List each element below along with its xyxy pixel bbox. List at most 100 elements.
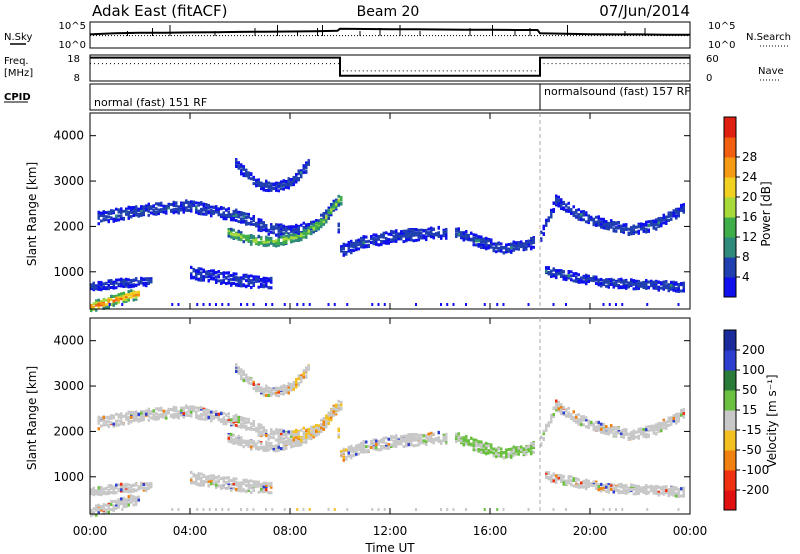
heatmap-cell xyxy=(92,491,95,495)
heatmap-cell xyxy=(275,187,278,191)
heatmap-cell xyxy=(485,446,488,450)
heatmap-cell xyxy=(270,276,273,280)
heatmap-cell xyxy=(252,237,255,241)
heatmap-cell xyxy=(115,218,118,222)
heatmap-cell xyxy=(102,303,105,307)
heatmap-cell xyxy=(277,182,280,186)
heatmap-cell xyxy=(110,286,113,289)
heatmap-cell xyxy=(585,220,588,224)
heatmap-cell xyxy=(235,218,238,222)
heatmap-cell xyxy=(295,231,298,235)
heatmap-cell xyxy=(608,303,611,306)
heatmap-cell xyxy=(427,439,430,443)
heatmap-cell xyxy=(270,236,273,240)
heatmap-cell xyxy=(562,274,565,278)
heatmap-cell xyxy=(645,220,648,224)
heatmap-cell xyxy=(282,429,285,433)
y-tick-label: 1000 xyxy=(53,265,84,279)
heatmap-cell xyxy=(127,503,130,507)
heatmap-cell xyxy=(177,205,180,209)
heatmap-cell xyxy=(130,207,133,211)
heatmap-cell xyxy=(247,283,250,287)
heatmap-cell xyxy=(585,281,588,285)
heatmap-cell xyxy=(650,279,653,283)
heatmap-cell xyxy=(410,434,413,438)
heatmap-cell xyxy=(620,432,623,436)
heatmap-cell xyxy=(297,431,300,435)
heatmap-cell xyxy=(330,411,333,415)
heatmap-cell xyxy=(562,411,565,415)
heatmap-cell xyxy=(442,435,445,439)
heatmap-cell xyxy=(130,485,133,489)
heatmap-cell xyxy=(302,437,305,440)
cpid-label: CPID xyxy=(4,92,31,103)
heatmap-cell xyxy=(615,303,617,306)
heatmap-cell xyxy=(572,211,575,215)
heatmap-cell xyxy=(437,225,440,229)
heatmap-cell xyxy=(102,511,105,515)
heatmap-cell xyxy=(105,215,108,219)
heatmap-cell xyxy=(445,440,448,444)
heatmap-cell xyxy=(95,508,98,512)
heatmap-cell xyxy=(630,278,633,282)
heatmap-cell xyxy=(257,388,260,392)
heatmap-cell xyxy=(235,477,238,481)
heatmap-cell xyxy=(575,275,578,279)
heatmap-cell xyxy=(422,234,425,238)
heatmap-cell xyxy=(187,201,190,205)
heatmap-cell xyxy=(307,367,310,371)
heatmap-cell xyxy=(292,183,295,187)
heatmap-cell xyxy=(105,218,108,222)
heatmap-cell xyxy=(557,269,560,273)
heatmap-cell xyxy=(117,293,120,297)
heatmap-cell xyxy=(585,275,588,279)
heatmap-cell xyxy=(165,410,168,414)
heatmap-cell xyxy=(127,282,130,286)
heatmap-cell xyxy=(197,272,200,276)
heatmap-cell xyxy=(292,228,295,232)
heatmap-cell xyxy=(342,253,345,257)
heatmap-cell xyxy=(262,243,265,247)
heatmap-cell xyxy=(355,444,358,448)
heatmap-cell xyxy=(250,382,253,386)
heatmap-cell xyxy=(377,448,380,452)
heatmap-cell xyxy=(287,382,290,386)
heatmap-cell xyxy=(230,283,233,287)
heatmap-cell xyxy=(265,445,268,449)
heatmap-cell xyxy=(657,221,660,225)
heatmap-cell xyxy=(370,442,373,446)
heatmap-cell xyxy=(282,228,285,232)
heatmap-cell xyxy=(415,231,418,235)
heatmap-cell xyxy=(570,278,573,282)
heatmap-cell xyxy=(302,235,305,239)
heatmap-cell xyxy=(240,416,243,419)
heatmap-cell xyxy=(135,211,138,214)
heatmap-cell xyxy=(230,215,233,219)
heatmap-cell xyxy=(532,442,535,446)
heatmap-cell xyxy=(362,244,365,247)
heatmap-cell xyxy=(665,215,668,219)
heatmap-cell xyxy=(200,480,203,484)
heatmap-cell xyxy=(240,443,243,447)
heatmap-cell xyxy=(615,434,618,438)
heatmap-cell xyxy=(302,434,305,438)
heatmap-cell xyxy=(477,235,480,239)
heatmap-cell xyxy=(587,424,590,427)
heatmap-cell xyxy=(637,430,640,434)
heatmap-cell xyxy=(240,438,243,442)
heatmap-cell xyxy=(197,414,200,418)
heatmap-cell xyxy=(117,487,120,491)
heatmap-cell xyxy=(615,229,618,233)
heatmap-cell xyxy=(252,182,255,186)
heatmap-cell xyxy=(197,472,200,476)
heatmap-cell xyxy=(592,428,595,432)
heatmap-cell xyxy=(380,243,383,247)
heatmap-cell xyxy=(147,410,150,413)
heatmap-cell xyxy=(230,277,233,281)
heatmap-cell xyxy=(667,283,670,287)
heatmap-cell xyxy=(280,232,283,236)
heatmap-cell xyxy=(597,223,600,227)
heatmap-cell xyxy=(240,423,243,427)
heatmap-cell xyxy=(265,283,268,287)
heatmap-cell xyxy=(342,447,345,451)
